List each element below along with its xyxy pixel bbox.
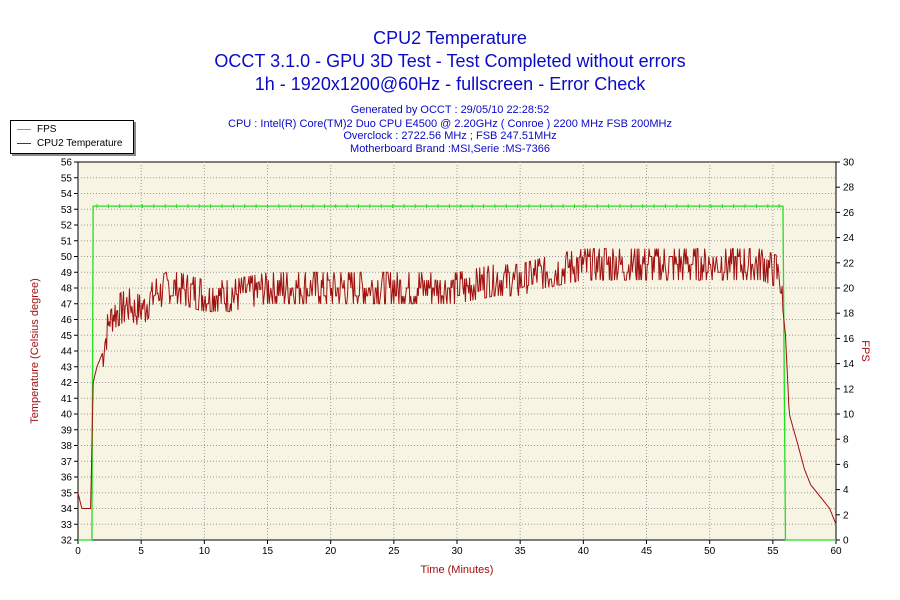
x-tick-label: 40 (578, 546, 590, 557)
y2-tick-label: 6 (843, 460, 849, 471)
chart-subtitle-1: OCCT 3.1.0 - GPU 3D Test - Test Complete… (214, 51, 686, 71)
legend-item-fps: FPS (17, 124, 56, 136)
x-tick-label: 15 (262, 546, 274, 557)
x-tick-label: 0 (75, 546, 81, 557)
legend-label-fps: FPS (37, 124, 57, 135)
x-tick-label: 20 (325, 546, 337, 557)
y-tick-label: 39 (61, 425, 73, 436)
y-tick-label: 49 (61, 268, 73, 279)
chart-legend: FPS CPU2 Temperature (10, 120, 134, 154)
info-overclock: Overclock : 2722.56 MHz ; FSB 247.51MHz (343, 130, 557, 142)
y2-tick-label: 30 (843, 158, 855, 169)
y-tick-label: 53 (61, 205, 73, 216)
y-tick-label: 46 (61, 315, 73, 326)
info-generated: Generated by OCCT : 29/05/10 22:28:52 (350, 104, 550, 116)
x-tick-label: 50 (704, 546, 716, 557)
y-tick-label: 48 (61, 284, 73, 295)
y-tick-label: 44 (61, 347, 73, 358)
y-tick-label: 33 (61, 520, 73, 531)
y2-tick-label: 2 (843, 510, 849, 521)
y2-tick-label: 0 (843, 536, 849, 547)
y2-tick-label: 20 (843, 284, 855, 295)
y-tick-label: 38 (61, 441, 73, 452)
legend-swatch-temperature (17, 142, 31, 144)
y-tick-label: 56 (61, 158, 73, 169)
chart-title: CPU2 Temperature (373, 28, 527, 48)
x-tick-label: 60 (830, 546, 842, 557)
y2-tick-label: 24 (843, 233, 855, 244)
x-tick-label: 55 (767, 546, 779, 557)
y2-tick-label: 14 (843, 359, 855, 370)
y-tick-label: 52 (61, 221, 73, 232)
y2-tick-label: 26 (843, 208, 855, 219)
y-tick-label: 51 (61, 236, 73, 247)
y2-tick-label: 10 (843, 410, 855, 421)
x-tick-label: 35 (515, 546, 527, 557)
y2-tick-label: 22 (843, 258, 855, 269)
y-tick-label: 32 (61, 536, 73, 547)
y2-tick-label: 28 (843, 183, 855, 194)
legend-item-temperature: CPU2 Temperature (17, 138, 122, 150)
y-tick-label: 41 (61, 394, 73, 405)
legend-label-temperature: CPU2 Temperature (37, 138, 123, 149)
y-axis-label: Temperature (Celsius degree) (29, 278, 41, 424)
y2-tick-label: 18 (843, 309, 855, 320)
y-tick-label: 50 (61, 252, 73, 263)
x-tick-label: 30 (451, 546, 463, 557)
series-line-temperature (77, 248, 837, 525)
y-tick-label: 34 (61, 504, 73, 515)
chart-subtitle-2: 1h - 1920x1200@60Hz - fullscreen - Error… (254, 74, 646, 94)
x-axis-label: Time (Minutes) (421, 564, 494, 576)
y-tick-label: 55 (61, 173, 73, 184)
y-tick-label: 54 (61, 189, 73, 200)
y2-axis-label: FPS (859, 340, 871, 361)
x-tick-label: 45 (641, 546, 653, 557)
y-tick-label: 40 (61, 410, 73, 421)
y-tick-label: 37 (61, 457, 73, 468)
legend-swatch-fps (17, 128, 31, 130)
y-tick-label: 42 (61, 378, 73, 389)
x-tick-label: 10 (199, 546, 211, 557)
info-motherboard: Motherboard Brand :MSI,Serie :MS-7366 (350, 143, 550, 155)
y2-tick-label: 12 (843, 384, 855, 395)
x-tick-label: 5 (138, 546, 144, 557)
y2-tick-label: 16 (843, 334, 855, 345)
y2-tick-label: 8 (843, 435, 849, 446)
y-tick-label: 36 (61, 473, 73, 484)
y-tick-label: 35 (61, 488, 73, 499)
y2-tick-label: 4 (843, 485, 849, 496)
y-tick-label: 47 (61, 299, 73, 310)
info-cpu: CPU : Intel(R) Core(TM)2 Duo CPU E4500 @… (228, 118, 672, 130)
x-tick-label: 25 (388, 546, 400, 557)
y-tick-label: 45 (61, 331, 73, 342)
y-tick-label: 43 (61, 362, 73, 373)
